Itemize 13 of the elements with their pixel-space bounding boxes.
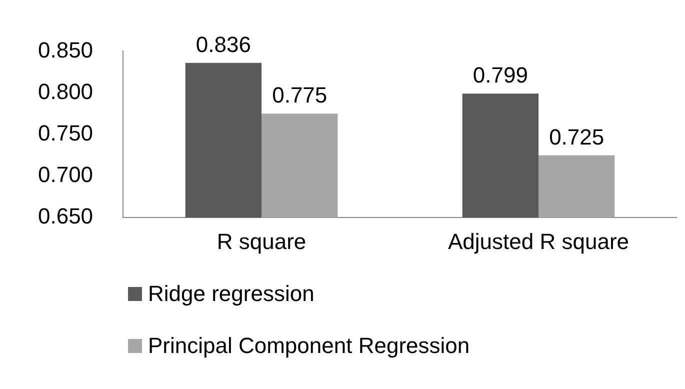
legend-label: Principal Component Regression (148, 333, 470, 359)
data-label: 0.775 (272, 82, 328, 108)
data-label: 0.836 (196, 32, 251, 57)
data-label: 0.725 (549, 124, 604, 150)
text: 0.800 (38, 78, 94, 104)
text: 0.750 (38, 120, 94, 146)
text: 0.650 (38, 204, 94, 229)
legend-label: Ridge regression (148, 281, 314, 307)
text: 0.850 (38, 37, 94, 62)
data-label: 0.799 (472, 62, 528, 88)
x-tick-label: Adjusted R square (448, 228, 630, 254)
x-tick-label: R square (216, 228, 306, 254)
text: 0.700 (38, 162, 94, 188)
